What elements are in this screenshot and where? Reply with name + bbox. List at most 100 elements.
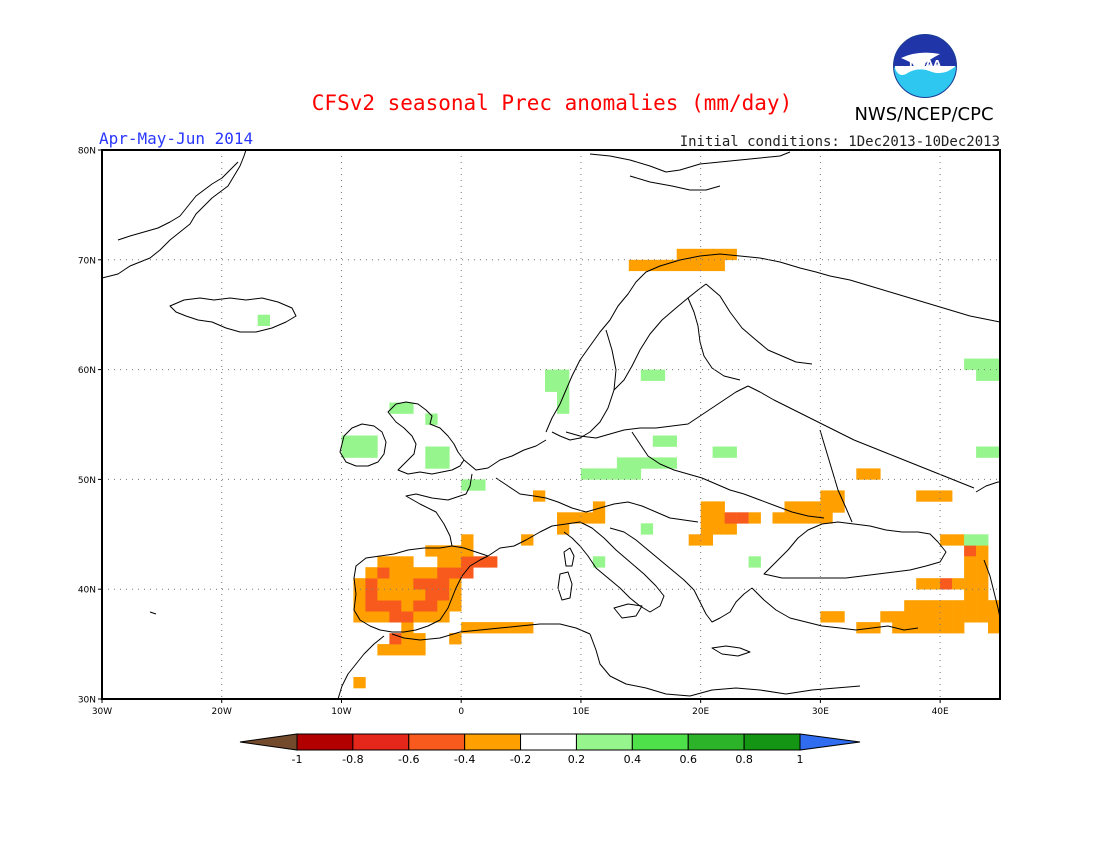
season-label: Apr-May-Jun 2014 xyxy=(99,129,253,148)
anomaly-cell xyxy=(784,501,797,513)
anomaly-cell xyxy=(832,490,845,502)
lon-tick-label: 10E xyxy=(572,707,589,717)
noaa-logo-text: NOAA xyxy=(909,59,941,70)
anomaly-cell xyxy=(580,468,594,480)
anomaly-cell xyxy=(365,600,378,612)
anomaly-cell xyxy=(928,578,941,590)
anomaly-cell xyxy=(604,468,618,480)
anomaly-cell xyxy=(437,600,450,612)
anomaly-cell xyxy=(700,523,713,535)
lat-tick-label: 40N xyxy=(78,586,96,596)
anomaly-cell xyxy=(964,578,977,590)
anomaly-cell xyxy=(557,512,570,524)
anomaly-cell xyxy=(533,490,546,502)
anomaly-cell xyxy=(353,677,366,689)
anomaly-cell xyxy=(772,512,785,524)
anomaly-cell xyxy=(449,589,462,601)
anomaly-cell xyxy=(413,578,426,590)
anomaly-cell xyxy=(425,611,438,623)
anomaly-cell xyxy=(904,600,917,612)
anomaly-cell xyxy=(712,523,725,535)
anomaly-cell xyxy=(988,369,1000,381)
anomaly-cell xyxy=(449,633,462,645)
anomaly-cell xyxy=(664,259,677,272)
colorbar-bin xyxy=(520,733,577,751)
anomaly-cell xyxy=(377,589,390,601)
anomaly-cell xyxy=(365,567,378,579)
anomaly-cell xyxy=(580,512,594,524)
anomaly-cell xyxy=(976,545,989,557)
anomaly-cell xyxy=(377,600,390,612)
anomaly-cell xyxy=(365,446,378,458)
anomaly-cell xyxy=(964,589,977,601)
anomaly-cell xyxy=(640,369,654,381)
anomaly-cell xyxy=(820,501,833,513)
anomaly-cell xyxy=(976,611,989,623)
anomaly-cell xyxy=(928,622,941,634)
anomaly-cell xyxy=(652,369,666,381)
noaa-logo: NOAA xyxy=(893,34,957,98)
map-frame xyxy=(101,149,1001,700)
anomaly-cell xyxy=(736,512,749,524)
anomaly-cell xyxy=(401,556,414,568)
anomaly-cell xyxy=(712,259,725,272)
anomaly-cell xyxy=(521,622,534,634)
anomaly-cell xyxy=(724,512,737,524)
anomaly-cell xyxy=(401,589,414,601)
anomaly-cell xyxy=(988,622,1000,634)
anomaly-cell xyxy=(413,611,426,623)
anomaly-cell xyxy=(377,611,390,623)
anomaly-cell xyxy=(976,534,989,546)
anomaly-cell xyxy=(832,611,845,623)
anomaly-cell xyxy=(808,512,821,524)
colorbar-bin xyxy=(743,733,801,751)
colorbar-tick-label: -1 xyxy=(292,753,303,766)
anomaly-cell xyxy=(820,611,833,623)
anomaly-cell xyxy=(964,567,977,579)
anomaly-cell xyxy=(940,578,953,590)
anomaly-cell xyxy=(413,589,426,601)
anomaly-cell xyxy=(341,446,354,458)
lon-tick-label: 40E xyxy=(932,707,949,717)
anomaly-cell xyxy=(557,523,570,535)
anomaly-cell xyxy=(664,457,677,469)
colorbar-upper-arrow xyxy=(799,733,861,751)
anomaly-cell xyxy=(389,600,402,612)
anomaly-cell xyxy=(413,633,426,645)
anomaly-cell xyxy=(473,622,486,634)
anomaly-cell xyxy=(796,512,809,524)
anomaly-cell xyxy=(365,435,378,447)
anomaly-cell xyxy=(724,248,737,261)
anomaly-cell xyxy=(748,512,761,524)
anomaly-cell xyxy=(1000,545,1012,556)
anomaly-cell xyxy=(461,567,474,579)
anomaly-cell xyxy=(664,435,677,447)
anomaly-cell xyxy=(557,380,570,392)
coastlines xyxy=(102,150,1000,699)
colorbar-tick-label: 0.8 xyxy=(735,753,753,766)
anomaly-cell xyxy=(628,457,642,469)
anomaly-cell xyxy=(652,259,666,272)
anomaly-cell xyxy=(868,468,881,480)
lon-tick-label: 30W xyxy=(92,707,112,717)
anomaly-cell xyxy=(640,523,654,535)
anomaly-cell xyxy=(892,622,905,634)
initial-conditions-label: Initial conditions: 1Dec2013-10Dec2013 xyxy=(680,134,1000,150)
anomaly-cell xyxy=(521,534,534,546)
anomaly-cell xyxy=(365,578,378,590)
anomaly-cell xyxy=(952,534,965,546)
anomaly-cell xyxy=(976,589,989,601)
longitude-tick-labels: 30W 20W 10W 0 10E 20E 30E 40E xyxy=(92,699,949,717)
anomaly-cell xyxy=(892,611,905,623)
anomaly-cell xyxy=(724,523,737,535)
anomaly-cell xyxy=(353,446,366,458)
anomaly-cell xyxy=(916,622,929,634)
anomaly-cell xyxy=(461,622,474,634)
anomaly-cell xyxy=(700,512,713,524)
anomaly-cell xyxy=(988,600,1000,612)
anomaly-cell xyxy=(509,622,522,634)
anomaly-cell xyxy=(940,622,953,634)
anomaly-cell xyxy=(952,578,965,590)
anomaly-cell xyxy=(700,248,713,261)
